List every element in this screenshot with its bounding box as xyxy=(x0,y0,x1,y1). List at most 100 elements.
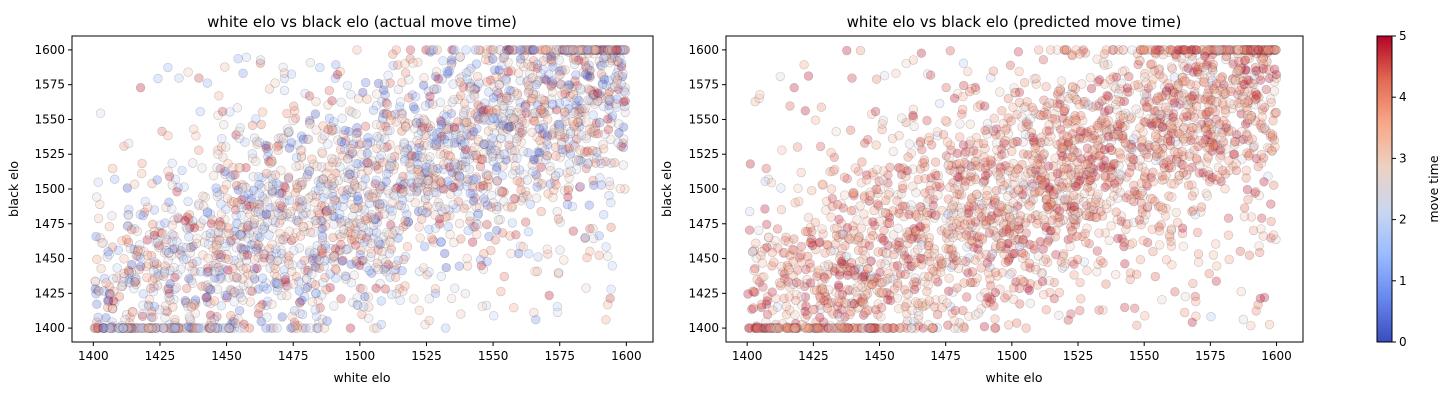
data-point xyxy=(351,158,361,169)
data-point xyxy=(1003,320,1014,330)
data-point xyxy=(153,73,163,84)
data-point xyxy=(501,45,512,55)
data-point xyxy=(337,113,347,124)
y-tick-label: 1575 xyxy=(34,78,65,92)
data-point xyxy=(526,45,536,55)
data-point xyxy=(604,45,615,55)
data-point xyxy=(595,155,605,166)
data-point xyxy=(456,309,466,319)
data-point xyxy=(259,223,269,233)
data-point xyxy=(303,134,314,145)
data-point xyxy=(744,206,755,217)
data-point xyxy=(248,220,259,230)
data-point xyxy=(930,157,941,167)
data-point xyxy=(1051,250,1061,260)
data-point xyxy=(380,90,390,100)
data-point xyxy=(400,117,410,128)
data-point xyxy=(238,295,248,305)
data-point xyxy=(171,323,181,333)
data-point xyxy=(499,101,509,111)
data-point xyxy=(104,289,115,299)
data-point xyxy=(520,217,531,227)
data-point xyxy=(346,89,356,100)
data-point xyxy=(335,162,345,172)
data-point xyxy=(523,227,534,237)
data-point xyxy=(616,61,627,72)
data-point xyxy=(431,167,441,177)
data-point xyxy=(413,113,424,124)
data-point xyxy=(270,78,280,88)
data-point xyxy=(571,45,582,55)
data-point xyxy=(499,149,510,160)
data-point xyxy=(313,295,323,306)
data-point xyxy=(1025,113,1036,124)
data-point xyxy=(612,47,622,58)
data-point xyxy=(295,308,305,318)
data-point xyxy=(202,78,213,88)
data-point xyxy=(259,281,269,292)
data-point xyxy=(276,165,286,176)
data-point xyxy=(129,179,140,189)
data-point xyxy=(462,181,472,191)
data-point xyxy=(503,95,513,106)
data-point xyxy=(497,119,508,130)
data-point xyxy=(575,181,586,192)
data-point xyxy=(324,205,335,215)
data-point xyxy=(230,287,240,297)
data-point xyxy=(384,248,395,258)
data-point xyxy=(166,323,176,333)
data-point xyxy=(117,323,128,333)
data-point xyxy=(501,73,512,84)
data-point xyxy=(182,224,193,234)
data-point xyxy=(371,100,382,111)
data-point xyxy=(450,159,460,169)
data-point xyxy=(473,208,483,219)
data-point xyxy=(1099,60,1110,71)
data-point xyxy=(942,137,953,147)
data-point xyxy=(502,118,512,129)
data-point xyxy=(501,93,512,104)
data-point xyxy=(346,143,356,154)
data-point xyxy=(544,290,554,301)
data-point xyxy=(596,45,607,55)
data-point xyxy=(195,106,206,117)
data-point xyxy=(454,166,464,176)
data-point xyxy=(375,199,386,210)
data-point xyxy=(1210,239,1221,249)
data-point xyxy=(563,103,574,114)
data-point xyxy=(382,109,392,120)
data-point xyxy=(373,199,383,209)
data-point xyxy=(771,293,781,304)
data-point xyxy=(748,303,759,313)
data-point xyxy=(236,229,246,239)
data-point xyxy=(248,185,259,196)
data-point xyxy=(311,125,321,135)
data-point xyxy=(341,271,351,282)
data-point xyxy=(428,99,438,109)
data-point xyxy=(291,271,301,282)
data-point xyxy=(418,80,429,90)
data-point xyxy=(187,322,197,332)
data-point xyxy=(367,268,377,278)
data-point xyxy=(331,168,341,178)
data-point xyxy=(1266,199,1276,209)
data-point xyxy=(276,290,287,301)
data-point xyxy=(445,229,455,240)
data-point xyxy=(1266,146,1277,156)
data-point xyxy=(958,58,969,68)
data-point xyxy=(458,82,468,92)
data-point xyxy=(929,248,940,259)
data-point xyxy=(119,323,129,333)
data-point xyxy=(460,105,471,115)
data-point xyxy=(298,221,308,232)
data-point xyxy=(1164,229,1175,240)
data-point xyxy=(976,263,986,273)
data-point xyxy=(174,323,185,333)
data-point xyxy=(962,66,973,77)
x-tick-label: 1425 xyxy=(145,349,176,363)
data-point xyxy=(484,55,494,66)
data-point xyxy=(346,278,357,288)
data-point xyxy=(439,110,449,120)
data-point xyxy=(551,151,561,161)
data-point xyxy=(229,272,239,282)
